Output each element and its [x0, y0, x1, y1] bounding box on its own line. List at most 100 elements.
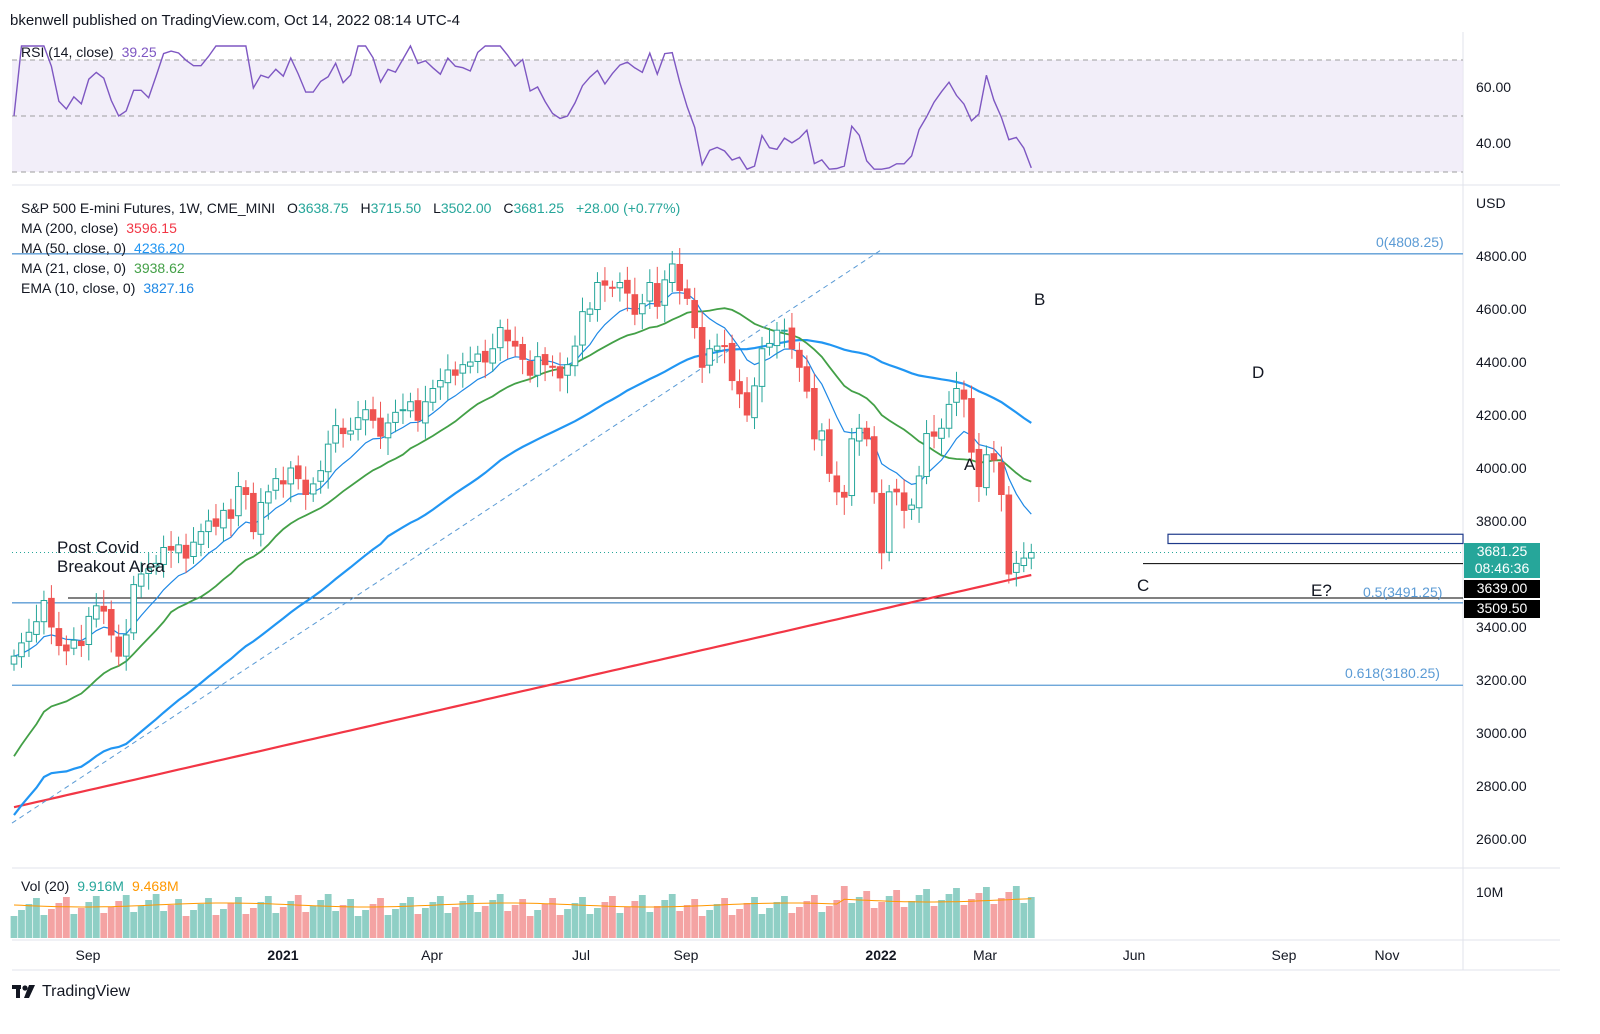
volume-bar — [631, 901, 639, 938]
candle-body — [115, 636, 123, 657]
open-label: O — [287, 200, 298, 216]
volume-bar — [85, 902, 93, 938]
volume-bar — [10, 916, 18, 938]
volume-bar — [519, 899, 527, 938]
candle-body — [167, 545, 175, 551]
candle-body — [496, 327, 504, 349]
volume-bar — [549, 898, 556, 938]
candle-body — [511, 340, 519, 347]
x-tick: Jun — [1122, 947, 1146, 963]
candle-body — [317, 470, 324, 482]
ma50-label: MA (50, close, 0) — [21, 240, 127, 256]
candle-body — [227, 509, 235, 519]
volume-bar — [399, 903, 407, 938]
volume-bar — [930, 906, 938, 938]
candle-body — [668, 263, 676, 284]
rsi-tick-60: 60.00 — [1476, 79, 1512, 95]
candle-body — [945, 403, 953, 429]
currency-label: USD — [1476, 195, 1506, 211]
candle-body — [354, 417, 362, 430]
candle-body — [250, 492, 257, 533]
volume-bar — [100, 913, 108, 938]
candle-body — [840, 491, 848, 498]
candle-body — [826, 429, 833, 474]
candle-body — [631, 294, 639, 315]
annotation-post-covid: Post Covid — [57, 538, 140, 557]
bar-countdown: 08:46:36 — [1474, 560, 1530, 576]
ma200-label: MA (200, close) — [21, 220, 119, 236]
high-label: H — [360, 200, 371, 216]
candle-body — [556, 366, 564, 379]
volume-bar — [511, 905, 519, 938]
ma50-legend: MA (50, close, 0) 4236.20 — [21, 240, 193, 256]
volume-bar — [564, 909, 571, 938]
volume-bar — [900, 907, 908, 938]
candle-body — [287, 467, 295, 485]
candle-body — [594, 282, 601, 311]
volume-bar — [840, 886, 848, 938]
volume-bar — [983, 887, 990, 938]
candle-body — [983, 454, 990, 489]
volume-bar — [781, 896, 788, 938]
candle-body — [294, 465, 302, 480]
y-tick: 2800.00 — [1476, 778, 1527, 794]
volume-bar — [945, 894, 953, 938]
volume-bar — [878, 902, 886, 938]
y-tick: 4000.00 — [1476, 460, 1527, 476]
tradingview-logo-icon — [12, 985, 35, 998]
volume-bar — [205, 898, 212, 938]
candle-body — [855, 427, 863, 442]
change-value: +28.00 (+0.77%) — [575, 200, 681, 216]
candle-body — [975, 448, 983, 488]
volume-bar — [107, 907, 115, 938]
candle-body — [10, 655, 18, 665]
volume-bar — [167, 905, 175, 938]
x-tick: 2022 — [865, 947, 897, 963]
candle-body — [422, 401, 429, 424]
candle-body — [85, 615, 93, 645]
candle-body — [653, 283, 661, 307]
ma200-line — [13, 573, 1032, 809]
last-price-value: 3681.25 — [1476, 543, 1528, 559]
volume-bar — [908, 901, 915, 938]
volume-bar — [122, 895, 130, 938]
ma21-label: MA (21, close, 0) — [21, 260, 127, 276]
tradingview-branding[interactable]: TradingView — [12, 983, 130, 1001]
candle-body — [863, 427, 871, 440]
candle-body — [833, 475, 841, 493]
volume-bar — [287, 901, 295, 938]
candle-body — [818, 430, 826, 441]
volume-bar — [55, 903, 63, 938]
volume-bar — [429, 902, 437, 938]
volume-bar — [212, 915, 220, 938]
ema10-label: EMA (10, close, 0) — [21, 280, 136, 296]
volume-bar — [92, 896, 100, 938]
candle-body — [459, 364, 467, 374]
candle-body — [309, 483, 317, 495]
x-tick: Sep — [75, 947, 101, 963]
resistance-box — [1167, 533, 1464, 545]
candle-body — [953, 388, 960, 403]
volume-bar — [915, 895, 923, 938]
volume-bar — [294, 895, 302, 938]
candle-body — [100, 605, 108, 612]
candle-body — [347, 430, 354, 435]
candle-body — [526, 360, 534, 376]
volume-bar — [601, 902, 609, 938]
candle-body — [407, 401, 414, 412]
candle-body — [811, 388, 818, 440]
volume-bar — [33, 898, 40, 938]
volume-bar — [683, 905, 691, 938]
volume-bar — [923, 889, 930, 938]
volume-bar — [616, 913, 624, 938]
candle-body — [362, 409, 369, 421]
candle-body — [466, 361, 474, 367]
candle-body — [758, 348, 766, 387]
ma50-line — [13, 339, 1032, 816]
candle-body — [564, 364, 571, 376]
y-tick: 2600.00 — [1476, 831, 1527, 847]
volume-bar — [534, 910, 541, 938]
candle-body — [272, 478, 280, 491]
candle-body — [683, 288, 691, 299]
